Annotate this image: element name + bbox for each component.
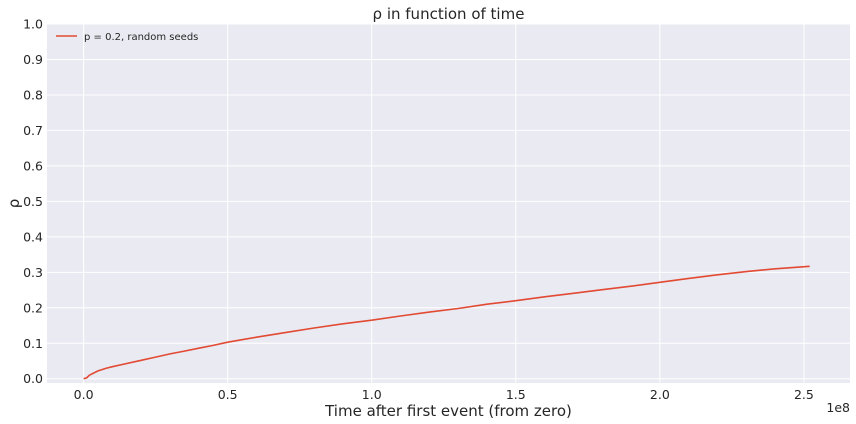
y-tick-label: 0.6 xyxy=(23,158,43,173)
y-tick-label: 0.9 xyxy=(23,52,43,67)
series-layer xyxy=(83,265,810,380)
chart-title: ρ in function of time xyxy=(373,5,525,23)
x-tick-label: 1.5 xyxy=(506,387,526,402)
y-tick-label: 0.7 xyxy=(23,123,43,138)
y-axis-label: ρ xyxy=(5,199,23,209)
legend-entry-label: p = 0.2, random seeds xyxy=(84,32,198,43)
plot-area xyxy=(47,24,850,383)
x-tick-labels: 0.0 0.5 1.0 1.5 2.0 2.5 xyxy=(74,387,814,402)
series-line xyxy=(83,265,810,380)
x-tick-label: 2.0 xyxy=(650,387,670,402)
x-tick-label: 0.0 xyxy=(74,387,94,402)
y-tick-labels: 0.0 0.1 0.2 0.3 0.4 0.5 0.6 0.7 0.8 0.9 1.0 xyxy=(23,17,43,387)
y-tick-label: 0.5 xyxy=(23,194,43,209)
y-tick-label: 0.1 xyxy=(23,336,43,351)
legend: p = 0.2, random seeds xyxy=(56,32,198,43)
y-tick-label: 0.8 xyxy=(23,87,43,102)
x-axis-label: Time after first event (from zero) xyxy=(324,402,572,420)
y-tick-label: 0.2 xyxy=(23,300,43,315)
x-tick-label: 0.5 xyxy=(218,387,238,402)
x-offset-label: 1e8 xyxy=(826,400,850,415)
x-tick-label: 2.5 xyxy=(794,387,814,402)
y-tick-label: 0.0 xyxy=(23,371,43,386)
y-tick-label: 0.4 xyxy=(23,229,43,244)
y-tick-label: 0.3 xyxy=(23,265,43,280)
x-tick-label: 1.0 xyxy=(362,387,382,402)
grid-lines xyxy=(47,23,850,383)
y-tick-label: 1.0 xyxy=(23,17,43,32)
